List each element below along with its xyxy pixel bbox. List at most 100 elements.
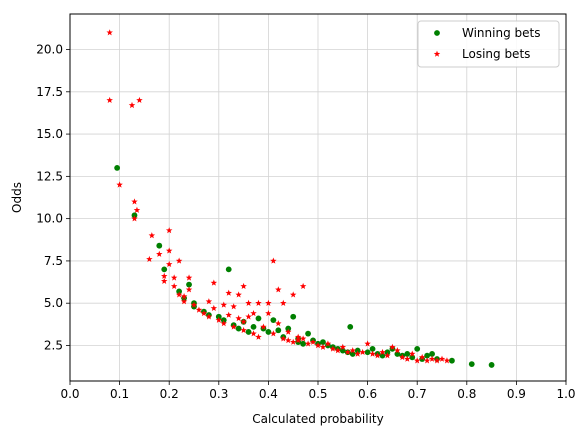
losing-bet-point [280,299,287,306]
winning-bet-point [300,340,307,347]
x-tick-label: 0.1 [110,387,129,401]
y-tick-label: 12.5 [36,169,63,183]
legend-marker-winning [434,30,440,36]
losing-bet-point [265,309,272,317]
losing-bet-point [438,355,446,362]
losing-bet-point [443,357,451,364]
losing-bet-point [165,247,173,254]
losing-bet-point [205,313,213,320]
losing-bet-point [230,323,237,330]
legend-box [417,20,560,68]
losing-bet-point [225,289,232,296]
losing-bet-point [285,337,292,344]
losing-bet-point [136,96,143,103]
losing-bet-point [294,333,302,340]
y-tick-label: 20.0 [36,43,63,57]
winning-bet-point [305,330,311,337]
losing-bet-point [106,29,113,36]
losing-bet-point [285,328,292,335]
x-tick-label: 0.8 [457,387,476,401]
winning-bet-point [245,329,252,335]
losing-bet-point [220,320,227,327]
winning-bet-point [320,339,326,346]
losing-bet-point [369,350,376,357]
losing-bet-point [409,350,416,357]
winning-bet-point [235,325,242,332]
losing-bet-point [309,338,317,345]
losing-bet-point [364,340,371,347]
losing-bet-point [165,260,173,268]
y-axis-ticks: 2.5 5.0 7.5 10.0 12.5 15.0 17.5 20.0 [36,43,70,352]
y-tick-label: 10.0 [36,212,63,226]
losing-bet-point [433,357,441,364]
losing-bet-point [294,337,302,344]
losing-bet-point [240,318,247,325]
losing-bet-point [210,279,218,286]
losing-bet-point [289,338,297,345]
losing-bet-point [354,350,361,357]
losing-bet-point [260,323,267,330]
losing-bet-point [250,309,257,317]
losing-bet-point [245,299,252,306]
legend-label-winning: Winning bets [462,26,540,40]
losing-bet-point [180,298,188,305]
losing-bet-point [423,357,431,364]
winning-bet-point [250,323,257,330]
x-tick-label: 0.3 [209,387,228,401]
losing-bet-point [133,206,141,213]
losing-bet-point [304,340,312,347]
losing-bet-point [255,299,262,306]
winning-bet-point [156,242,163,249]
winning-bet-point [114,165,121,171]
losing-bet-point [319,343,327,350]
legend: Winning bets Losing bets [417,20,560,68]
losing-bet-point [161,277,168,284]
losing-bet-point [175,291,183,298]
losing-bet-point [195,306,203,313]
winning-bet-point [161,266,168,273]
y-tick-label: 7.5 [44,254,63,268]
losing-bet-point [280,335,287,342]
losing-bet-point [314,342,322,349]
losing-bet-point [148,232,156,239]
losing-bet-point [131,215,138,222]
losing-bet-point [190,301,198,308]
legend-marker-losing [433,50,441,57]
series-losing-bets [106,29,451,364]
x-tick-label: 0.2 [160,387,179,401]
losing-bet-point [413,357,421,364]
x-tick-label: 0.4 [259,387,278,401]
losing-bet-point [359,348,366,355]
losing-bet-point [225,311,232,318]
losing-bet-point [185,286,193,293]
losing-bet-point [344,348,351,355]
losing-bet-point [275,286,282,293]
losing-bet-point [379,348,386,355]
x-tick-label: 0.9 [507,387,526,401]
x-tick-label: 0.6 [358,387,377,401]
losing-bet-point [418,353,426,361]
losing-bet-point [339,343,347,350]
losing-bet-point [180,293,188,300]
losing-bet-point [156,250,163,257]
losing-bet-point [270,257,277,264]
losing-bet-point [131,198,138,205]
legend-circle-marker [434,30,440,36]
losing-bet-point [170,274,178,281]
losing-bet-point [324,340,332,347]
y-tick-label: 5.0 [44,296,63,310]
losing-bet-point [175,257,183,264]
losing-bet-point [374,352,381,359]
losing-bet-point [270,330,277,337]
x-tick-label: 0.0 [60,387,79,401]
losing-bet-point [240,282,247,290]
losing-bet-point [146,255,153,262]
losing-bet-point [210,304,218,312]
losing-bet-point [334,347,342,354]
losing-bet-point [106,96,113,103]
losing-bet-point [235,315,242,322]
losing-bet-point [299,335,307,342]
winning-bet-point [225,266,232,273]
winning-bet-point [186,281,192,288]
